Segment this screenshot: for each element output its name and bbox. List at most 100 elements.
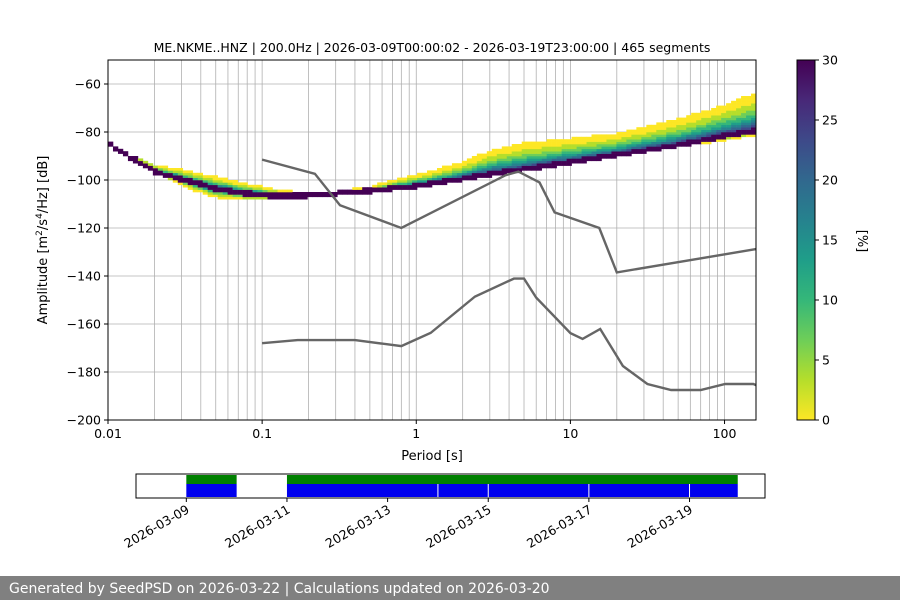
psd-cell — [486, 158, 493, 162]
psd-cell — [207, 175, 213, 178]
psd-cell — [436, 168, 443, 171]
psd-cell — [262, 192, 268, 195]
psd-cell — [506, 153, 513, 157]
psd-cell — [222, 182, 228, 186]
psd-cell — [237, 189, 243, 193]
psd-cell — [551, 156, 557, 159]
psd-cell — [417, 182, 423, 186]
psd-cell — [526, 144, 532, 147]
psd-cell — [731, 127, 737, 130]
psd-cell — [531, 148, 537, 152]
psd-cell — [726, 110, 732, 114]
psd-cell — [736, 117, 742, 121]
psd-cell — [222, 192, 228, 195]
psd-cell — [541, 151, 547, 154]
psd-cell — [676, 124, 682, 128]
psd-cell — [696, 124, 702, 128]
psd-cell — [521, 144, 528, 147]
psd-cell — [257, 192, 263, 195]
psd-cell — [531, 168, 537, 171]
psd-cell — [142, 163, 149, 166]
psd-cell — [177, 170, 184, 174]
psd-cell — [347, 192, 353, 195]
psd-cell — [217, 182, 223, 186]
psd-cell — [556, 144, 562, 147]
psd-cell — [352, 187, 358, 190]
psd-cell — [631, 151, 637, 154]
psd-cell — [751, 132, 757, 135]
psd-cell — [716, 110, 722, 114]
psd-cell — [671, 141, 677, 145]
psd-cell — [721, 139, 727, 142]
psd-cell — [481, 160, 488, 164]
psd-cell — [481, 153, 488, 157]
psd-cell — [167, 177, 174, 181]
psd-cell — [526, 168, 532, 171]
psd-cell — [456, 168, 463, 171]
psd-cell — [731, 120, 737, 123]
psd-cell — [571, 151, 577, 154]
psd-cell — [202, 189, 208, 193]
psd-cell — [591, 139, 597, 142]
psd-cell — [721, 127, 727, 130]
psd-cell — [661, 129, 667, 133]
psd-cell — [481, 170, 488, 174]
psd-cell — [227, 189, 233, 193]
psd-cell — [741, 103, 747, 106]
psd-cell — [192, 187, 199, 190]
psd-cell — [461, 165, 468, 169]
availability-tick-label: 2026-03-09 — [121, 502, 191, 551]
psd-cell — [436, 170, 443, 174]
psd-cell — [736, 98, 742, 102]
psd-cell — [641, 151, 647, 154]
psd-cell — [596, 148, 602, 152]
psd-cell — [591, 148, 597, 152]
psd-cell — [566, 160, 572, 164]
psd-cell — [302, 194, 308, 198]
psd-cell — [491, 151, 498, 154]
psd-cell — [476, 158, 483, 162]
psd-cell — [541, 153, 547, 157]
availability-tick-label: 2026-03-19 — [625, 502, 695, 551]
psd-cell — [626, 136, 632, 140]
psd-cell — [486, 156, 493, 159]
psd-cell — [342, 189, 348, 193]
psd-cell — [506, 160, 513, 164]
psd-cell — [736, 127, 742, 130]
psd-cell — [646, 148, 652, 152]
psd-cell — [541, 156, 547, 159]
psd-cell — [711, 134, 717, 138]
psd-cell — [282, 196, 288, 200]
psd-cell — [671, 127, 677, 130]
psd-cell — [636, 134, 642, 138]
psd-cell — [536, 165, 542, 169]
psd-cell — [337, 192, 343, 195]
psd-cell — [521, 165, 528, 169]
psd-cell — [546, 146, 552, 150]
psd-cell — [491, 158, 498, 162]
psd-cell — [596, 153, 602, 157]
psd-cell — [646, 124, 652, 128]
psd-cell — [726, 103, 732, 106]
psd-cell — [476, 172, 483, 176]
psd-cell — [501, 168, 508, 171]
psd-cell — [187, 172, 194, 176]
psd-cell — [666, 141, 672, 145]
psd-cell — [701, 122, 707, 126]
psd-cell — [292, 196, 298, 200]
psd-cell — [481, 168, 488, 171]
psd-cell — [501, 148, 508, 152]
psd-cell — [207, 177, 213, 181]
psd-cell — [636, 144, 642, 147]
psd-cell — [681, 141, 687, 145]
psd-cell — [641, 136, 647, 140]
psd-cell — [636, 132, 642, 135]
psd-cell — [686, 120, 692, 123]
psd-cell — [601, 144, 607, 147]
psd-cell — [666, 127, 672, 130]
psd-cell — [451, 163, 458, 166]
psd-cell — [546, 141, 552, 145]
psd-cell — [711, 110, 717, 114]
psd-cell — [516, 168, 523, 171]
psd-cell — [636, 139, 642, 142]
